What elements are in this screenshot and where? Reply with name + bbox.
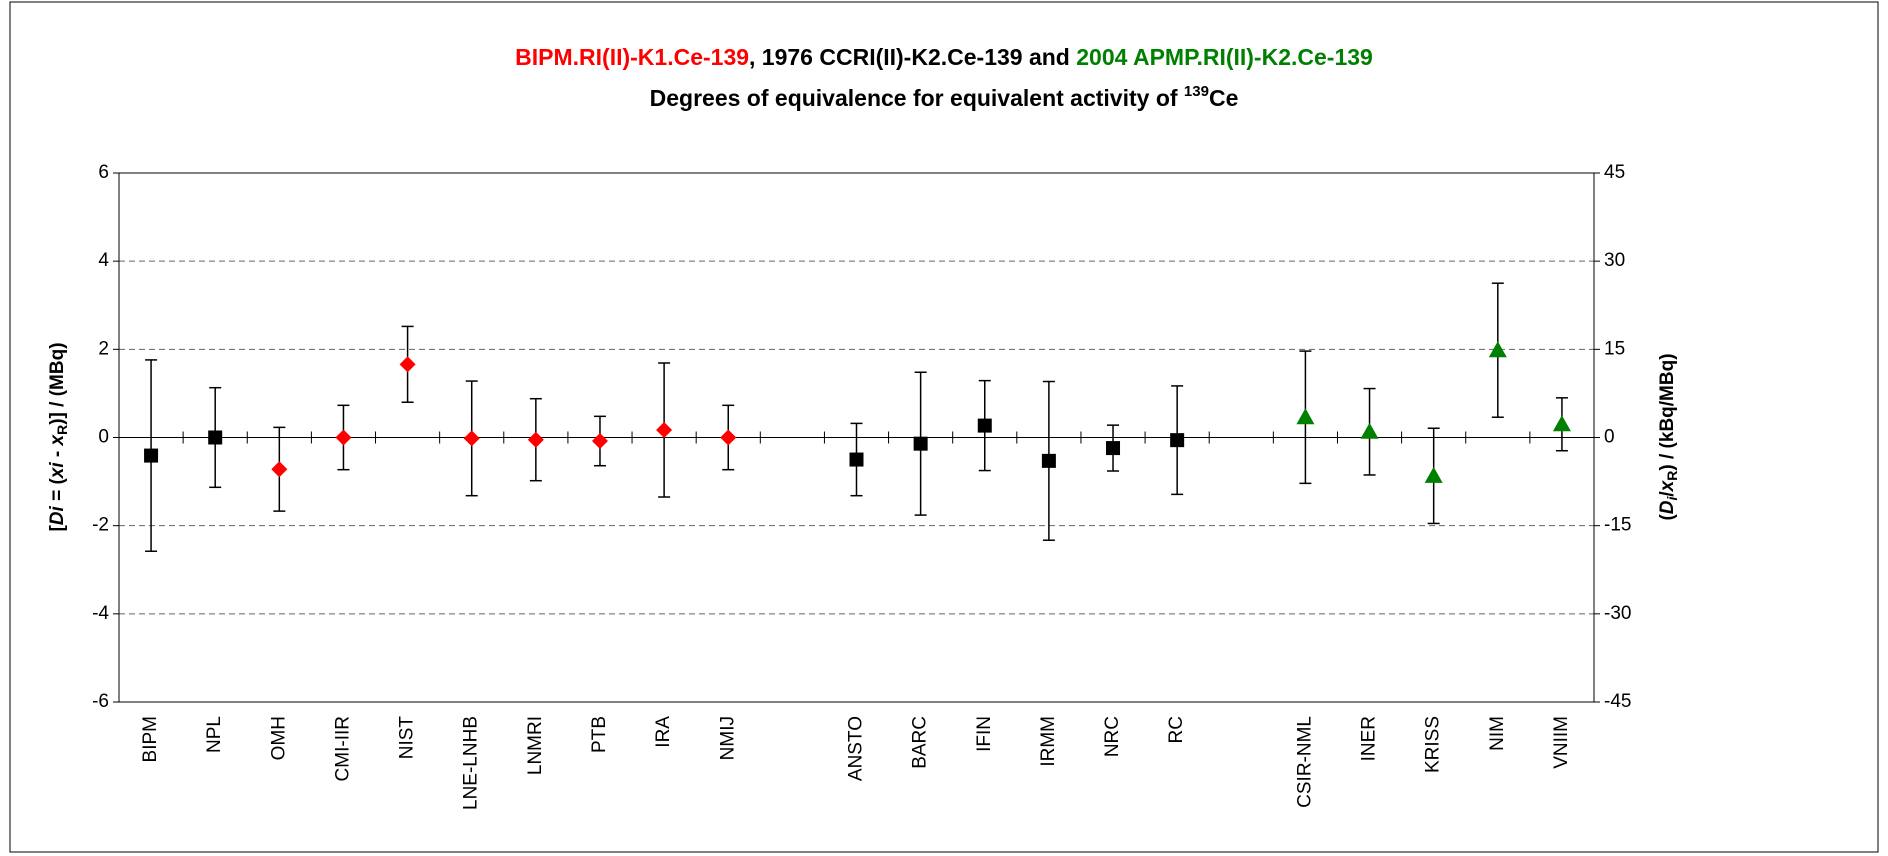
label-part: ) / (kBq/MBq) xyxy=(1657,353,1678,470)
y-tick-label: 0 xyxy=(98,427,109,448)
y2-tick-label: -45 xyxy=(1604,691,1631,712)
y-tick-label: -2 xyxy=(92,515,109,536)
label-part: = ( xyxy=(47,478,68,507)
label-part: xi xyxy=(47,462,68,480)
data-point xyxy=(1360,422,1379,439)
data-point xyxy=(1106,441,1121,456)
data-point xyxy=(1296,408,1315,425)
data-point xyxy=(208,430,223,445)
label-part: Di xyxy=(47,505,68,525)
x-tick-label: IRMM xyxy=(1038,716,1059,767)
y-tick-label: 2 xyxy=(98,338,109,359)
data-point xyxy=(335,429,352,446)
x-tick-label: IFIN xyxy=(974,716,995,752)
data-point xyxy=(399,356,416,373)
y-tick-label: -6 xyxy=(92,691,109,712)
label-part: i xyxy=(1664,495,1680,500)
data-point xyxy=(527,431,544,448)
y2-tick-label: -30 xyxy=(1604,603,1631,624)
label-part: x xyxy=(1657,479,1678,492)
x-tick-label: KRISS xyxy=(1423,716,1444,773)
x-tick-label: NPL xyxy=(204,716,225,753)
data-point xyxy=(977,418,992,433)
data-point xyxy=(1424,466,1443,483)
title-part: BIPM.RI(II)-K1.Ce-139 xyxy=(515,44,749,70)
data-point xyxy=(849,452,864,467)
x-tick-label: NMIJ xyxy=(717,716,738,760)
title-part: , 1976 CCRI(II)-K2.Ce-139 and xyxy=(749,44,1076,70)
y-axis-label: [Di = (xi - xR)] / (MBq) xyxy=(47,342,70,531)
chart-title: BIPM.RI(II)-K1.Ce-139, 1976 CCRI(II)-K2.… xyxy=(515,44,1373,70)
x-tick-label: LNMRI xyxy=(525,716,546,775)
x-tick-label: LNE-LNHB xyxy=(461,716,482,810)
y2-tick-label: 45 xyxy=(1604,162,1625,183)
data-point xyxy=(913,436,928,451)
y2-tick-label: -15 xyxy=(1604,515,1631,536)
x-tick-label: BARC xyxy=(910,716,931,769)
y2-tick-label: 15 xyxy=(1604,338,1625,359)
x-tick-label: CSIR-NML xyxy=(1294,716,1315,808)
y2-tick-label: 30 xyxy=(1604,250,1625,271)
x-tick-label: BIPM xyxy=(140,716,161,762)
data-point xyxy=(144,448,159,463)
label-part: [ xyxy=(47,525,68,532)
x-tick-label: VNIIM xyxy=(1551,716,1572,769)
chart-subtitle: Degrees of equivalence for equivalent ac… xyxy=(650,83,1239,111)
subtitle-text: Ce xyxy=(1209,85,1238,111)
x-tick-label: INER xyxy=(1359,716,1380,761)
y-tick-label: -4 xyxy=(92,603,109,624)
x-tick-label: CMI-IIR xyxy=(332,716,353,781)
x-tick-label: IRA xyxy=(653,716,674,748)
data-point xyxy=(591,433,608,450)
label-part: - xyxy=(47,445,68,462)
subtitle-sup: 139 xyxy=(1184,83,1209,100)
x-tick-label: OMH xyxy=(268,716,289,760)
label-part: )] / (MBq) xyxy=(47,342,68,424)
data-point xyxy=(720,429,737,446)
x-tick-label: NIST xyxy=(397,716,418,760)
data-point xyxy=(1041,453,1056,468)
label-part: R xyxy=(1664,471,1680,481)
label-part: D xyxy=(1657,500,1678,514)
x-tick-label: RC xyxy=(1166,716,1187,743)
data-point xyxy=(1170,433,1185,448)
subtitle-text: Degrees of equivalence for equivalent ac… xyxy=(650,85,1184,111)
chart-border xyxy=(9,1,1879,853)
label-part: R xyxy=(54,425,70,435)
title-part: 2004 APMP.RI(II)-K2.Ce-139 xyxy=(1076,44,1373,70)
data-point xyxy=(656,422,673,439)
y-tick-label: 6 xyxy=(98,162,109,183)
label-part: / xyxy=(1657,491,1678,497)
data-point xyxy=(1488,341,1507,358)
x-tick-label: PTB xyxy=(589,716,610,753)
label-part: x xyxy=(47,433,68,446)
x-tick-label: NRC xyxy=(1102,716,1123,757)
data-point xyxy=(271,461,288,478)
y2-tick-label: 0 xyxy=(1604,427,1615,448)
data-point xyxy=(1552,415,1571,432)
x-tick-label: ANSTO xyxy=(846,716,867,781)
x-tick-label: NIM xyxy=(1487,716,1508,751)
y2-axis-label: (Di/xR) / (kBq/MBq) xyxy=(1657,353,1680,520)
label-part: ( xyxy=(1657,514,1678,521)
y-tick-label: 4 xyxy=(98,250,109,271)
data-point xyxy=(463,430,480,447)
